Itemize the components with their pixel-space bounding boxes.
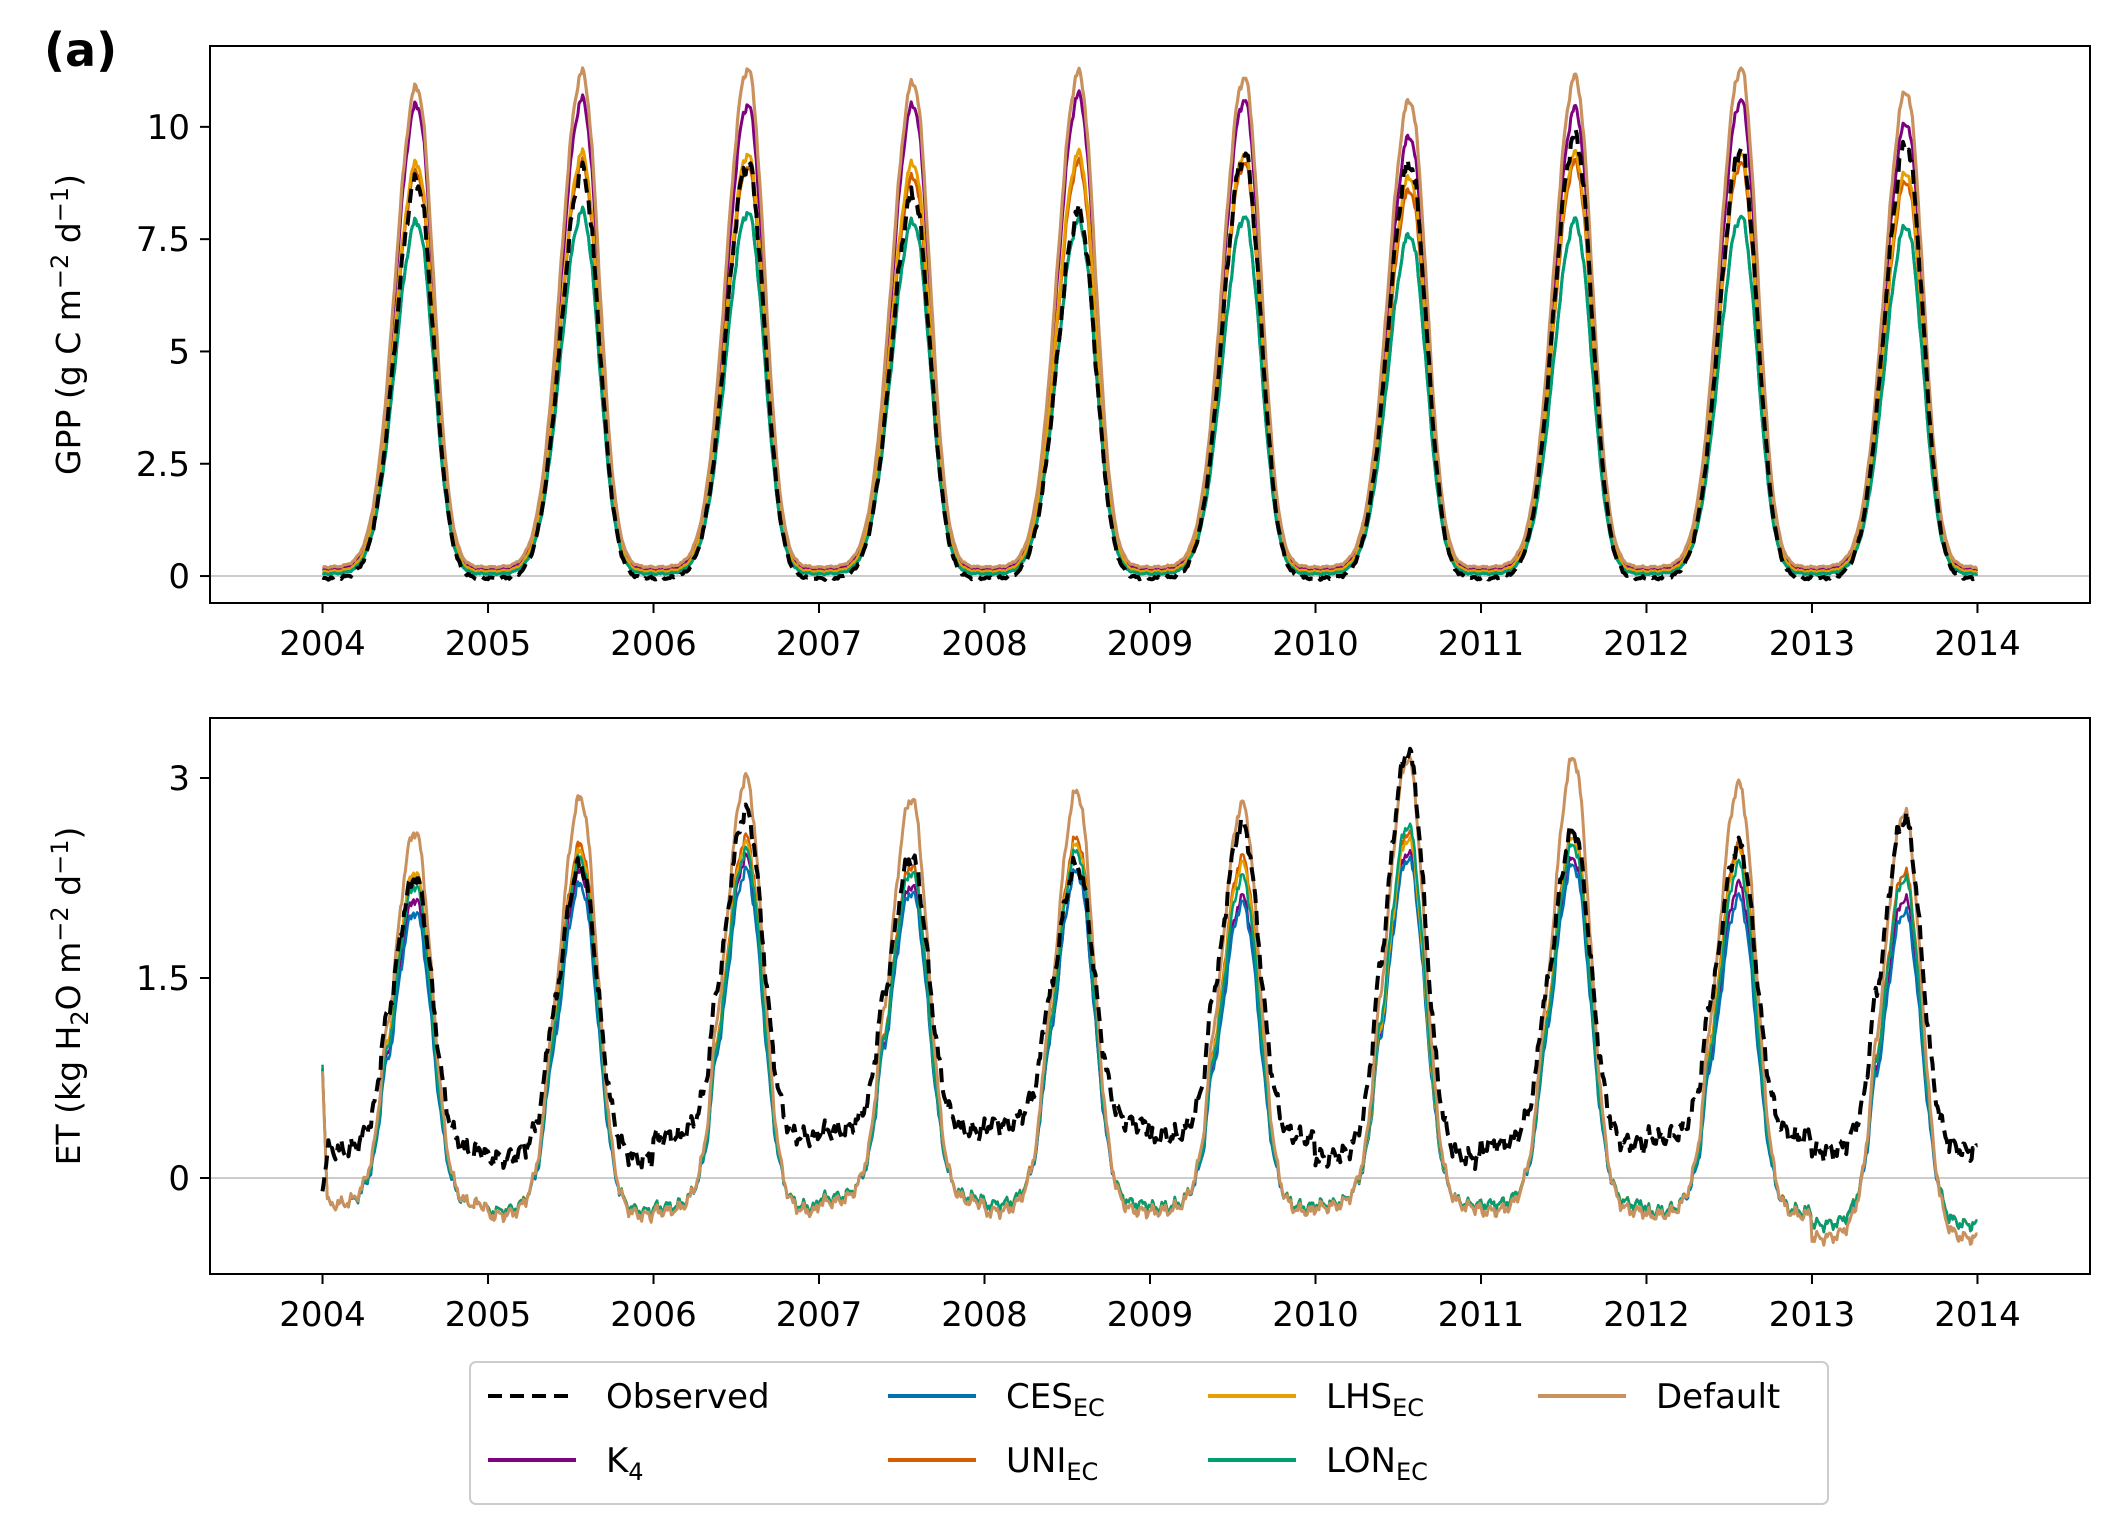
legend-label-uni: UNIEC <box>1006 1441 1098 1486</box>
series-line-observed <box>321 127 1979 583</box>
series-group <box>320 746 1979 1247</box>
x-tick-label: 2009 <box>1107 624 1194 664</box>
x-tick-label: 2012 <box>1603 1295 1690 1335</box>
x-tick-label: 2013 <box>1769 624 1856 664</box>
panel-tag: (a) <box>44 23 117 77</box>
x-tick-label: 2011 <box>1438 624 1525 664</box>
series-line-observed <box>320 746 1979 1192</box>
legend-label-lon: LONEC <box>1326 1441 1428 1486</box>
x-tick-label: 2004 <box>279 624 366 664</box>
x-tick-label: 2011 <box>1438 1295 1525 1335</box>
x-tick-label: 2014 <box>1934 624 2021 664</box>
x-tick-label: 2005 <box>445 624 532 664</box>
series-line-lon <box>322 205 1978 577</box>
y-tick-label: 2.5 <box>136 445 190 485</box>
legend: Observed K4 CESEC UNIEC LHSEC LONEC Default <box>469 1361 1829 1505</box>
x-tick-label: 2007 <box>776 624 863 664</box>
et-panel: 2004 2005 2006 2007 2008 2009 2010 2011 2012 2013… <box>46 717 2091 1335</box>
y-tick-label: 0 <box>168 1159 190 1199</box>
y-tick-label: 3 <box>168 759 190 799</box>
x-tick-label: 2008 <box>941 624 1028 664</box>
series-group <box>321 66 1979 583</box>
legend-label-lhs: LHSEC <box>1326 1377 1424 1422</box>
x-tick-label: 2014 <box>1934 1295 2021 1335</box>
y-tick-label: 1.5 <box>136 959 190 999</box>
x-tick-label: 2012 <box>1603 624 1690 664</box>
x-tick-label: 2004 <box>279 1295 366 1335</box>
legend-label-observed: Observed <box>606 1377 770 1417</box>
x-tick-label: 2010 <box>1272 1295 1359 1335</box>
legend-label-k4: K4 <box>606 1441 644 1486</box>
y-tick-label: 7.5 <box>136 220 190 260</box>
legend-box <box>469 1361 1829 1505</box>
y-tick-label: 10 <box>147 108 190 148</box>
legend-label-default: Default <box>1656 1377 1780 1417</box>
x-tick-label: 2005 <box>445 1295 532 1335</box>
x-tick-label: 2006 <box>610 624 697 664</box>
y-axis-label: GPP (g C m−2 d−1) <box>46 174 88 475</box>
y-tick-label: 5 <box>168 332 190 372</box>
series-line-default <box>321 66 1979 570</box>
gpp-panel: 2004 2005 2006 2007 2008 2009 2010 2011 2012 2013… <box>46 45 2091 664</box>
y-tick-label: 0 <box>168 557 190 597</box>
y-axis-label: ET (kg H2O m−2 d−1) <box>46 827 94 1166</box>
x-tick-label: 2013 <box>1769 1295 1856 1335</box>
legend-label-ces: CESEC <box>1006 1377 1105 1422</box>
x-tick-label: 2009 <box>1107 1295 1194 1335</box>
x-tick-label: 2010 <box>1272 624 1359 664</box>
x-tick-label: 2006 <box>610 1295 697 1335</box>
x-tick-label: 2008 <box>941 1295 1028 1335</box>
x-tick-label: 2007 <box>776 1295 863 1335</box>
